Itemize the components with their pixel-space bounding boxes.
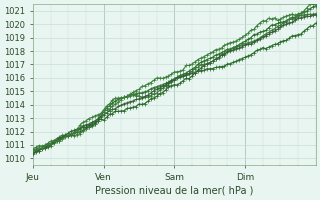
X-axis label: Pression niveau de la mer( hPa ): Pression niveau de la mer( hPa )	[95, 186, 253, 196]
